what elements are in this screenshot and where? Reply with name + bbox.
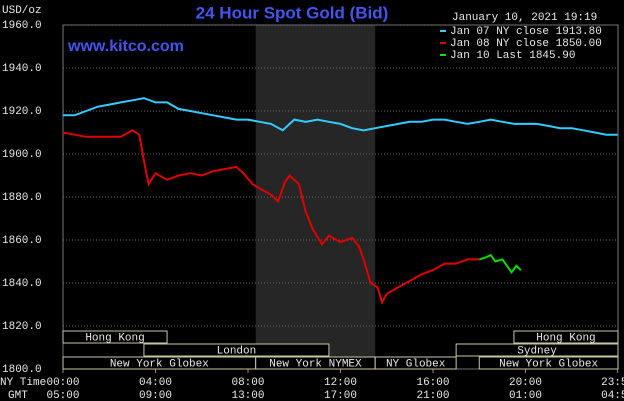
x2-tick-label: 01:00	[509, 390, 542, 401]
x-tick-label: 23:59	[601, 377, 624, 389]
y-tick-label: 1920.0	[2, 106, 42, 118]
session-label: Hong Kong	[85, 332, 144, 344]
x2-tick-label: 13:00	[231, 390, 264, 401]
session-label: New York Globex	[499, 358, 598, 370]
timestamp: January 10, 2021 19:19	[452, 12, 597, 24]
session-box	[478, 356, 619, 370]
session-label: New York NYMEX	[269, 358, 362, 370]
legend-label: Jan 10 Last 1845.90	[450, 50, 575, 62]
x2-tick-label: 05:00	[46, 390, 79, 401]
y-tick-label: 1820.0	[2, 321, 42, 333]
legend-label: Jan 08 NY close 1850.00	[450, 38, 602, 50]
website: www.kitco.com	[67, 38, 184, 55]
y-tick-label: 1860.0	[2, 235, 42, 247]
y-tick-label: 1880.0	[2, 192, 42, 204]
y-tick-label: 1900.0	[2, 149, 42, 161]
x-tick-label: 16:00	[416, 377, 449, 389]
x2-tick-label: 04:59	[601, 390, 624, 401]
session-label: Sydney	[517, 345, 557, 357]
x2-tick-label: 21:00	[416, 390, 449, 401]
y-tick-label: 1940.0	[2, 63, 42, 75]
series-line	[62, 129, 480, 305]
y-tick-label: 1800.0	[2, 364, 42, 376]
session-box	[143, 343, 330, 357]
session-label: London	[217, 345, 257, 357]
session-box	[62, 330, 168, 344]
series-line	[478, 253, 522, 275]
chart-title: 24 Hour Spot Gold (Bid)	[196, 3, 389, 22]
session-label: NY Globex	[386, 358, 446, 370]
x2-tick-label: 17:00	[324, 390, 357, 401]
x-tick-label: 00:00	[46, 377, 79, 389]
session-label: New York Globex	[110, 358, 209, 370]
legend-label: Jan 07 NY close 1913.80	[450, 26, 602, 38]
x-axis-label: NY Time	[0, 377, 46, 389]
x-tick-label: 04:00	[139, 377, 172, 389]
x-tick-label: 20:00	[509, 377, 542, 389]
series-line	[63, 97, 618, 136]
session-label: Hong Kong	[536, 332, 595, 344]
session-box	[513, 330, 619, 344]
x2-axis-label: GMT	[8, 390, 28, 401]
y-axis-label: USD/oz	[2, 5, 42, 17]
x-tick-label: 08:00	[231, 377, 264, 389]
y-tick-label: 1840.0	[2, 278, 42, 290]
x-tick-label: 12:00	[324, 377, 357, 389]
x2-tick-label: 09:00	[139, 390, 172, 401]
session-box	[374, 356, 457, 370]
y-tick-label: 1960.0	[2, 20, 42, 32]
session-box	[455, 343, 619, 357]
